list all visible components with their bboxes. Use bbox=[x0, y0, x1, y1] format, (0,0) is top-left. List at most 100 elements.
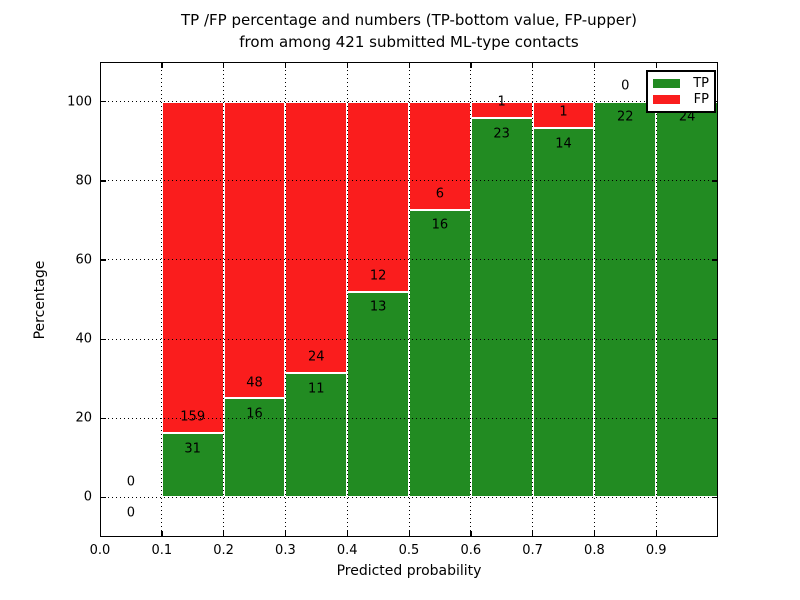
tp-count-label: 23 bbox=[493, 126, 510, 142]
x-tick-label: 0.5 bbox=[398, 543, 420, 558]
tp-count-label: 16 bbox=[246, 406, 263, 422]
v-gridline bbox=[284, 62, 286, 537]
x-tick-mark-top bbox=[470, 63, 472, 68]
bar-segment-tp bbox=[409, 209, 471, 498]
v-gridline bbox=[593, 62, 595, 537]
chart-title-line1: TP /FP percentage and numbers (TP-bottom… bbox=[181, 11, 637, 29]
x-tick-mark-top bbox=[223, 63, 225, 68]
y-tick-label: 0 bbox=[83, 489, 92, 505]
bar-segment-tp bbox=[656, 101, 718, 498]
tp-count-label: 14 bbox=[555, 136, 572, 152]
y-tick-mark-right bbox=[712, 496, 717, 499]
fp-count-label: 0 bbox=[126, 474, 136, 490]
x-tick-label: 0.0 bbox=[89, 543, 111, 558]
fp-count-label: 1 bbox=[497, 94, 506, 110]
x-tick-mark-top bbox=[532, 63, 534, 68]
x-tick-label: 0.6 bbox=[460, 543, 482, 558]
y-tick-label: 60 bbox=[75, 252, 92, 268]
bar-segment-fp bbox=[223, 101, 286, 399]
x-tick-mark-top bbox=[346, 63, 348, 68]
x-tick-mark-top bbox=[593, 63, 596, 68]
y-tick-mark bbox=[101, 338, 106, 340]
legend-entry-fp: FP bbox=[653, 93, 709, 107]
x-tick-mark bbox=[284, 531, 287, 536]
tp-count-label: 13 bbox=[369, 299, 387, 315]
x-tick-label: 0.2 bbox=[213, 543, 234, 558]
y-tick-mark bbox=[101, 259, 106, 261]
x-tick-mark bbox=[655, 531, 657, 536]
x-tick-mark bbox=[161, 531, 163, 536]
y-tick-mark-right bbox=[712, 180, 717, 182]
bar-segment-fp bbox=[347, 101, 409, 292]
bar-segment-tp bbox=[223, 398, 286, 498]
chart-title: TP /FP percentage and numbers (TP-bottom… bbox=[100, 9, 718, 53]
v-gridline bbox=[223, 62, 225, 537]
v-gridline bbox=[470, 62, 472, 537]
y-tick-mark-right bbox=[712, 259, 717, 261]
x-tick-mark bbox=[593, 531, 596, 536]
tp-count-label: 31 bbox=[184, 441, 201, 457]
legend-label-fp: FP bbox=[693, 92, 709, 108]
bar-segment-tp bbox=[347, 291, 409, 498]
v-gridline bbox=[532, 62, 534, 537]
x-tick-mark-top bbox=[99, 63, 101, 68]
legend-entry-tp: TP bbox=[653, 76, 709, 90]
x-tick-mark-top bbox=[284, 63, 287, 68]
x-tick-mark-top bbox=[161, 63, 163, 68]
x-tick-mark bbox=[532, 531, 534, 536]
y-tick-mark bbox=[101, 101, 106, 103]
v-gridline bbox=[408, 62, 410, 537]
fp-count-label: 12 bbox=[369, 268, 387, 284]
tp-count-label: 16 bbox=[431, 217, 449, 233]
x-tick-mark bbox=[223, 531, 225, 536]
fp-count-label: 48 bbox=[246, 375, 263, 391]
chart-title-line2: from among 421 submitted ML-type contact… bbox=[239, 33, 579, 51]
bar-segment-tp bbox=[285, 373, 348, 498]
x-tick-mark-top bbox=[408, 63, 410, 68]
legend-label-tp: TP bbox=[693, 75, 709, 91]
fp-count-label: 159 bbox=[180, 409, 206, 425]
y-tick-mark-right bbox=[712, 338, 717, 340]
x-tick-label: 0.1 bbox=[151, 543, 173, 558]
fp-count-label: 1 bbox=[559, 104, 568, 120]
y-tick-mark bbox=[101, 180, 106, 182]
v-gridline bbox=[655, 62, 657, 537]
fp-swatch-icon bbox=[653, 95, 680, 105]
y-tick-label: 80 bbox=[75, 173, 92, 189]
tp-count-label: 22 bbox=[617, 109, 634, 125]
fp-count-label: 24 bbox=[308, 349, 325, 365]
bar-segment-tp bbox=[161, 432, 224, 498]
x-tick-label: 0.4 bbox=[336, 543, 358, 558]
y-tick-label: 40 bbox=[75, 331, 92, 347]
v-gridline bbox=[161, 62, 163, 537]
legend: TP FP bbox=[646, 70, 716, 113]
x-tick-label: 0.3 bbox=[275, 543, 296, 558]
y-tick-label: 100 bbox=[67, 94, 92, 110]
bar-segment-fp bbox=[532, 101, 595, 128]
y-tick-mark-right bbox=[712, 417, 717, 420]
x-tick-label: 0.7 bbox=[522, 543, 543, 558]
bar-segment-tp bbox=[470, 118, 533, 498]
y-tick-mark bbox=[101, 417, 106, 420]
tp-count-label: 0 bbox=[126, 505, 136, 521]
bar-segment-tp bbox=[532, 127, 595, 498]
x-tick-mark-top bbox=[655, 63, 657, 68]
x-tick-mark bbox=[470, 531, 472, 536]
fp-count-label: 0 bbox=[621, 78, 630, 94]
x-tick-mark bbox=[346, 531, 348, 536]
tp-swatch-icon bbox=[653, 78, 680, 88]
y-axis-label: Percentage bbox=[32, 260, 48, 340]
tp-count-label: 24 bbox=[678, 109, 696, 125]
x-axis-label: Predicted probability bbox=[336, 563, 482, 579]
fp-count-label: 6 bbox=[435, 186, 445, 202]
x-tick-mark bbox=[408, 531, 410, 536]
tp-count-label: 11 bbox=[308, 381, 325, 397]
y-tick-label: 20 bbox=[75, 410, 92, 426]
x-tick-label: 0.9 bbox=[645, 543, 667, 558]
y-tick-mark bbox=[101, 496, 106, 499]
bar-segment-tp bbox=[594, 101, 657, 498]
bar-segment-fp bbox=[161, 101, 224, 433]
x-tick-mark bbox=[99, 531, 101, 536]
v-gridline bbox=[346, 62, 348, 537]
